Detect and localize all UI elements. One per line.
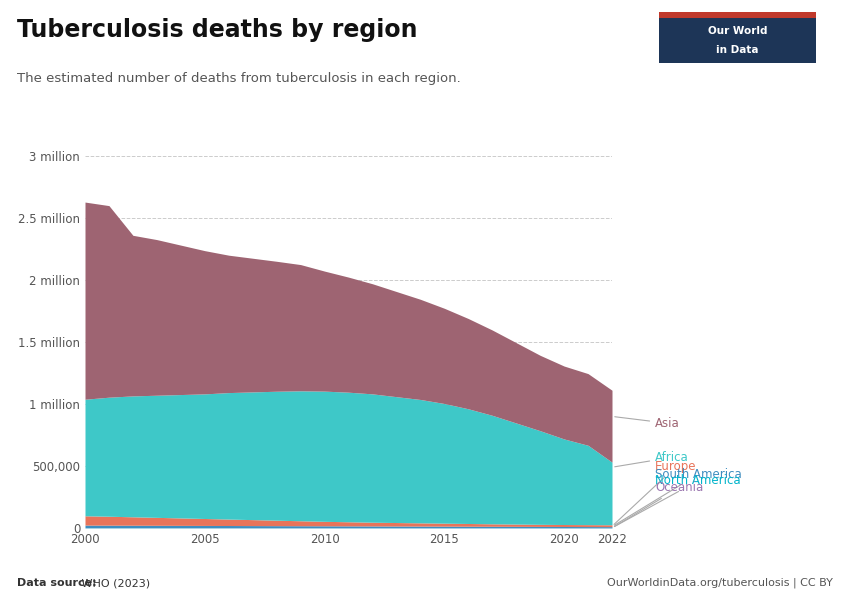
Text: The estimated number of deaths from tuberculosis in each region.: The estimated number of deaths from tube… (17, 72, 461, 85)
Text: in Data: in Data (716, 45, 758, 55)
Text: Africa: Africa (615, 451, 688, 467)
Text: Our World: Our World (707, 26, 767, 37)
Text: Data source:: Data source: (17, 578, 97, 588)
Text: Asia: Asia (615, 417, 680, 430)
Text: WHO (2023): WHO (2023) (78, 578, 150, 588)
Text: South America: South America (615, 467, 742, 525)
Text: OurWorldinData.org/tuberculosis | CC BY: OurWorldinData.org/tuberculosis | CC BY (607, 577, 833, 588)
Text: Oceania: Oceania (615, 481, 703, 527)
Text: Europe: Europe (614, 460, 697, 524)
Text: North America: North America (615, 475, 740, 527)
Text: Tuberculosis deaths by region: Tuberculosis deaths by region (17, 18, 417, 42)
